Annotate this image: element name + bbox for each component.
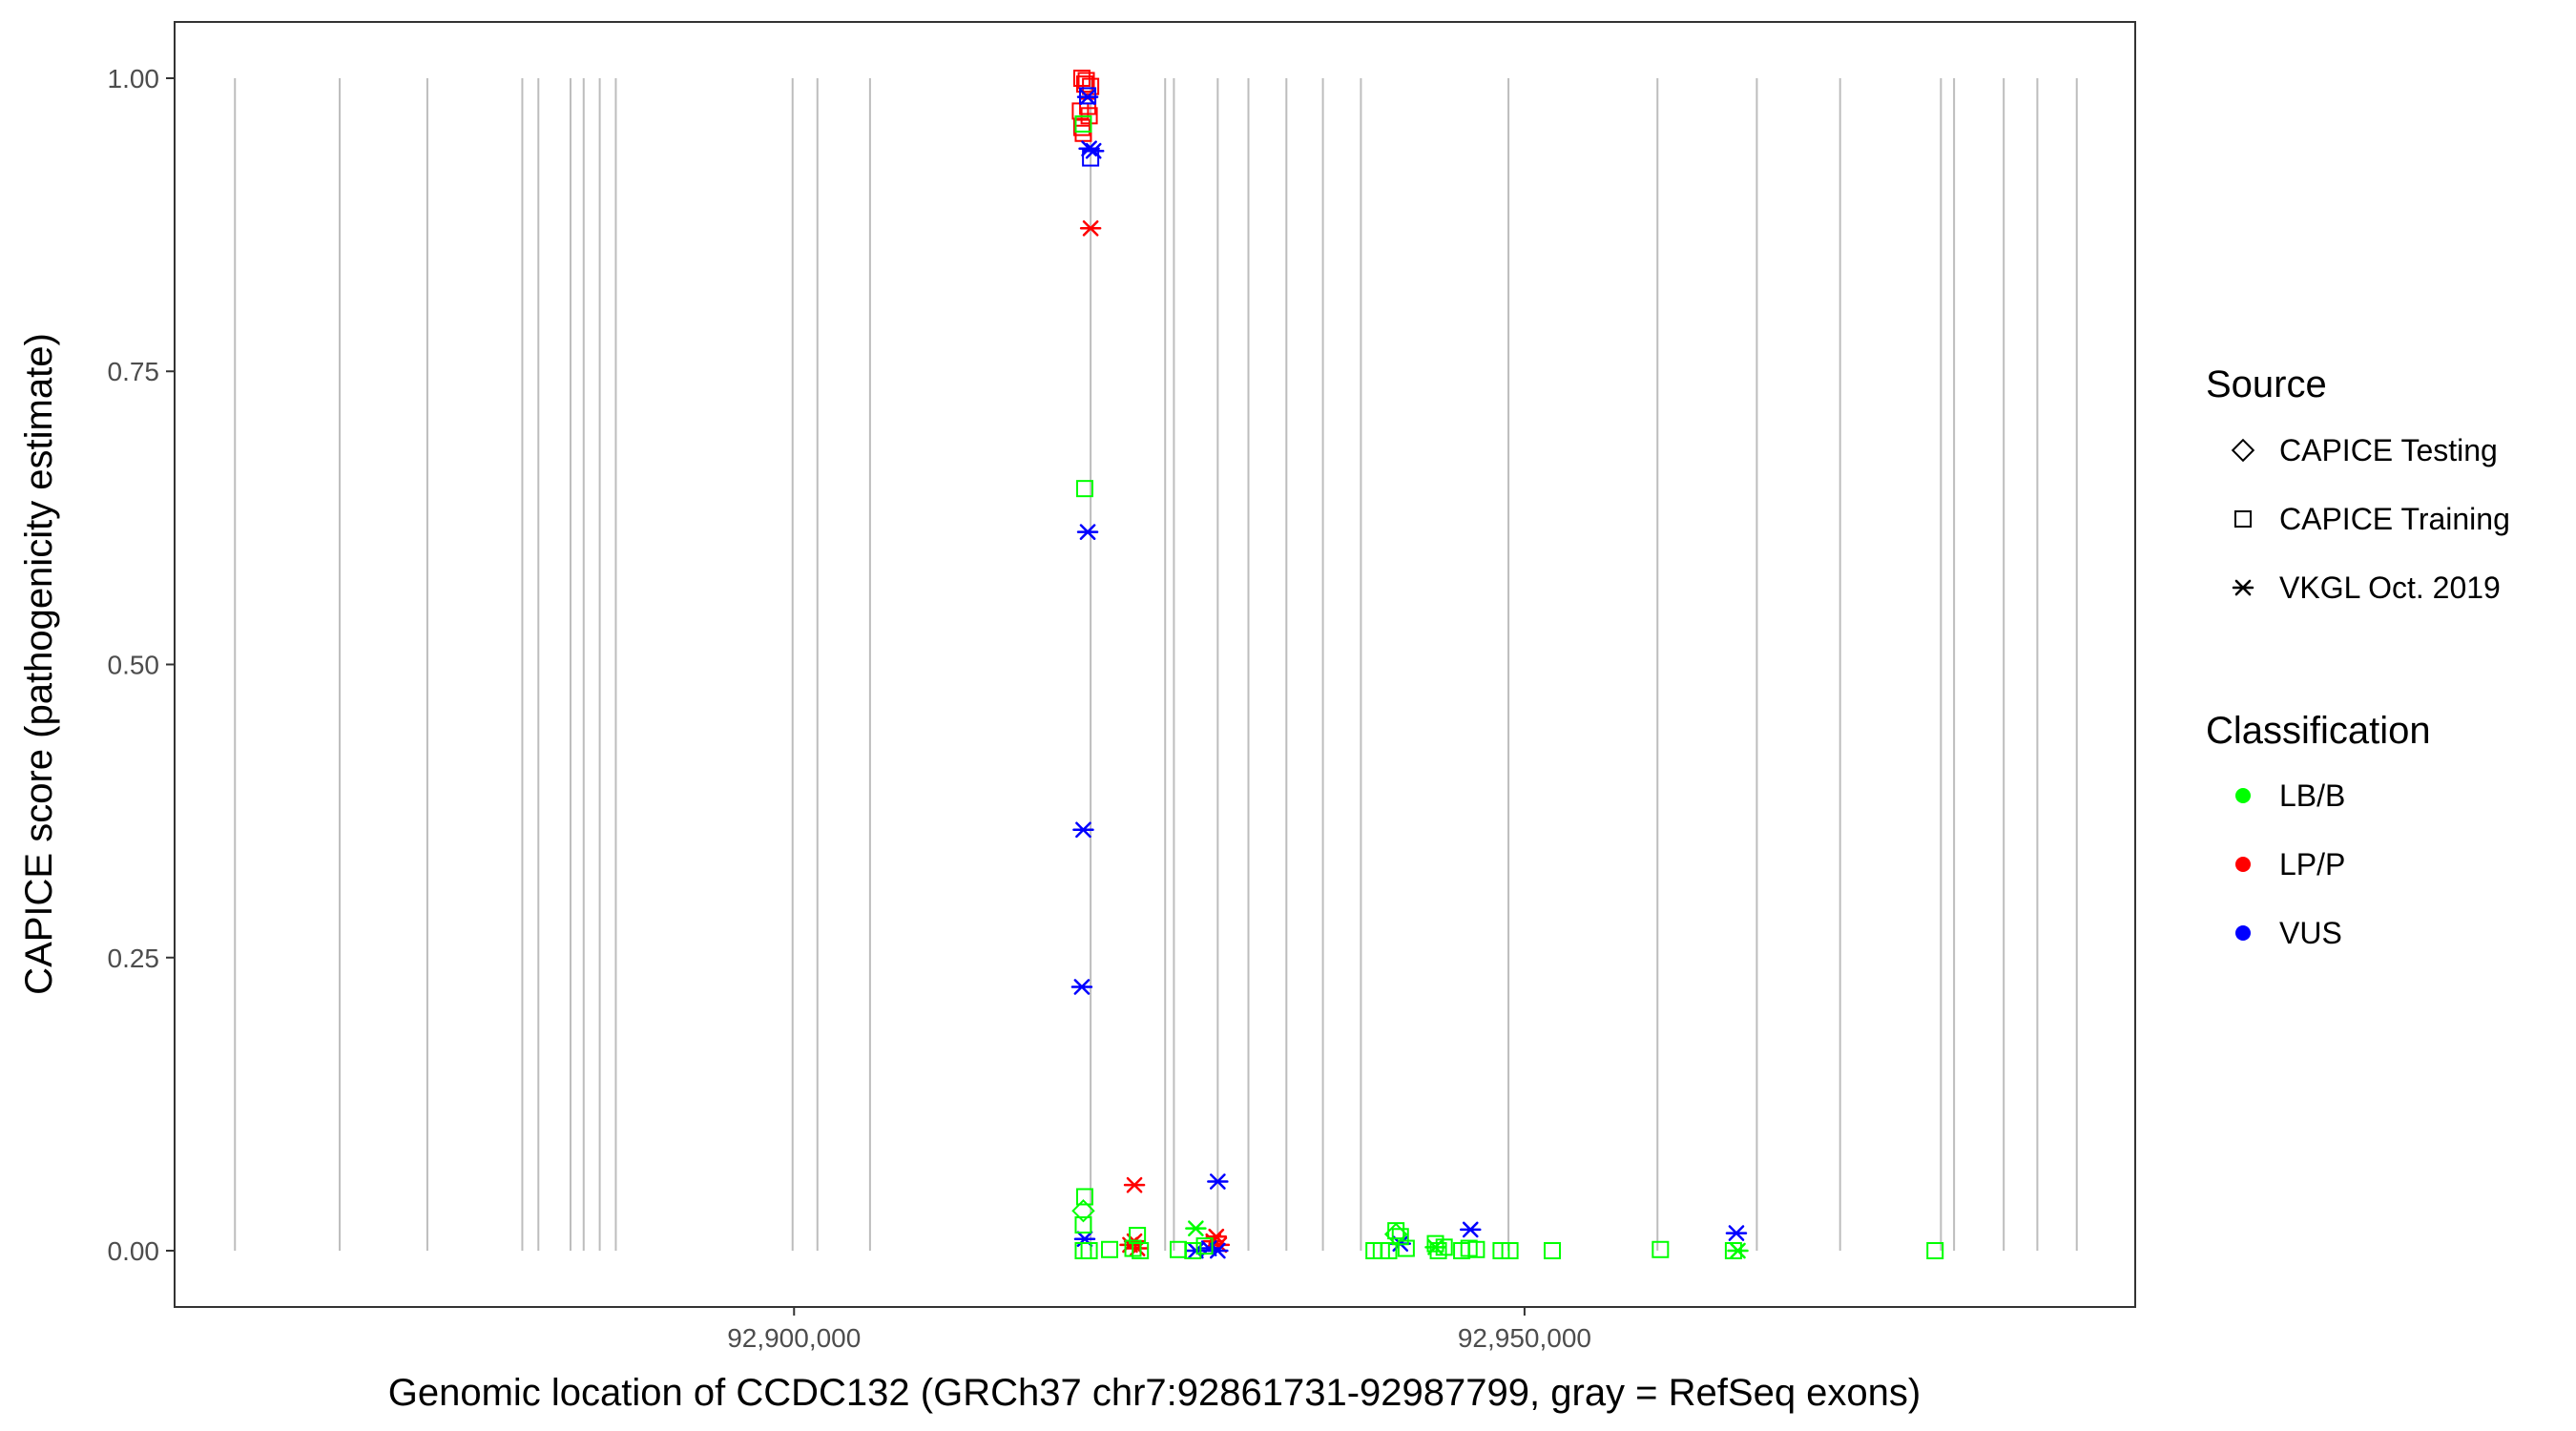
data-point	[1492, 1242, 1510, 1260]
data-point	[1383, 1222, 1408, 1247]
data-point	[1072, 821, 1094, 839]
data-point	[1123, 1176, 1146, 1193]
data-point	[1184, 1242, 1202, 1260]
data-point	[1727, 1242, 1749, 1259]
y-tick-label: 0.50	[108, 651, 160, 680]
legend-key-dot	[2235, 925, 2251, 941]
data-point	[1380, 1242, 1398, 1260]
x-tick-label: 92,900,000	[727, 1323, 861, 1353]
data-point	[1207, 1173, 1229, 1190]
data-point	[1075, 480, 1093, 498]
data-point	[1652, 1240, 1670, 1258]
x-tick-label: 92,950,000	[1458, 1323, 1591, 1353]
legend-title-classification: Classification	[2206, 710, 2431, 752]
y-tick-label: 0.00	[108, 1236, 160, 1266]
data-point	[1080, 1242, 1098, 1260]
legend-key-dot	[2235, 857, 2251, 872]
data-point	[1185, 1220, 1207, 1236]
legend-label: LB/B	[2279, 778, 2345, 813]
exon-lines	[234, 77, 2078, 1252]
legend-label: CAPICE Testing	[2279, 433, 2498, 467]
legend-title-source: Source	[2206, 363, 2327, 405]
data-point	[1074, 1215, 1092, 1234]
x-axis-title: Genomic location of CCDC132 (GRCh37 chr7…	[388, 1372, 1921, 1414]
data-point	[1926, 1242, 1944, 1260]
data-point	[1397, 1239, 1415, 1257]
legend-label: VKGL Oct. 2019	[2279, 570, 2501, 605]
data-point	[1467, 1240, 1485, 1258]
legend-label: VUS	[2279, 916, 2342, 950]
data-point	[1075, 1188, 1093, 1206]
legend-key-diamond	[2231, 438, 2255, 463]
legend-key-square	[2234, 510, 2252, 528]
y-tick-label: 1.00	[108, 64, 160, 93]
legend-key-asterisk	[2232, 579, 2254, 596]
data-point	[1424, 1239, 1446, 1255]
legend: Source CAPICE Testing CAPICE Training VKGL …	[2206, 363, 2510, 950]
data-point	[1076, 524, 1099, 540]
data-points	[1070, 69, 1944, 1260]
data-point	[1460, 1221, 1482, 1238]
data-point	[1082, 142, 1105, 159]
axes: 0.00 0.25 0.50 0.75 1.00 92,900,000 92,950,000	[108, 64, 1591, 1353]
data-point	[1070, 979, 1093, 995]
data-point	[1071, 1199, 1095, 1223]
data-point	[1132, 1242, 1150, 1260]
legend-label: CAPICE Training	[2279, 502, 2510, 536]
data-point	[1195, 1237, 1214, 1255]
legend-key-dot	[2235, 788, 2251, 803]
data-point	[1725, 1225, 1748, 1241]
data-point	[1076, 89, 1099, 105]
y-tick-label: 0.75	[108, 357, 160, 386]
data-point	[1074, 114, 1092, 133]
data-point	[1202, 1233, 1224, 1250]
y-axis-title: CAPICE score (pathogenicity estimate)	[18, 333, 60, 995]
data-point	[1501, 1242, 1519, 1260]
plot-panel-border	[174, 21, 2136, 1308]
data-point	[1075, 75, 1093, 93]
y-tick-label: 0.25	[108, 944, 160, 973]
legend-label: LP/P	[2279, 847, 2345, 881]
data-point	[1079, 219, 1102, 237]
data-point	[1074, 124, 1092, 142]
data-point	[1544, 1242, 1562, 1260]
data-point	[1101, 1240, 1119, 1258]
